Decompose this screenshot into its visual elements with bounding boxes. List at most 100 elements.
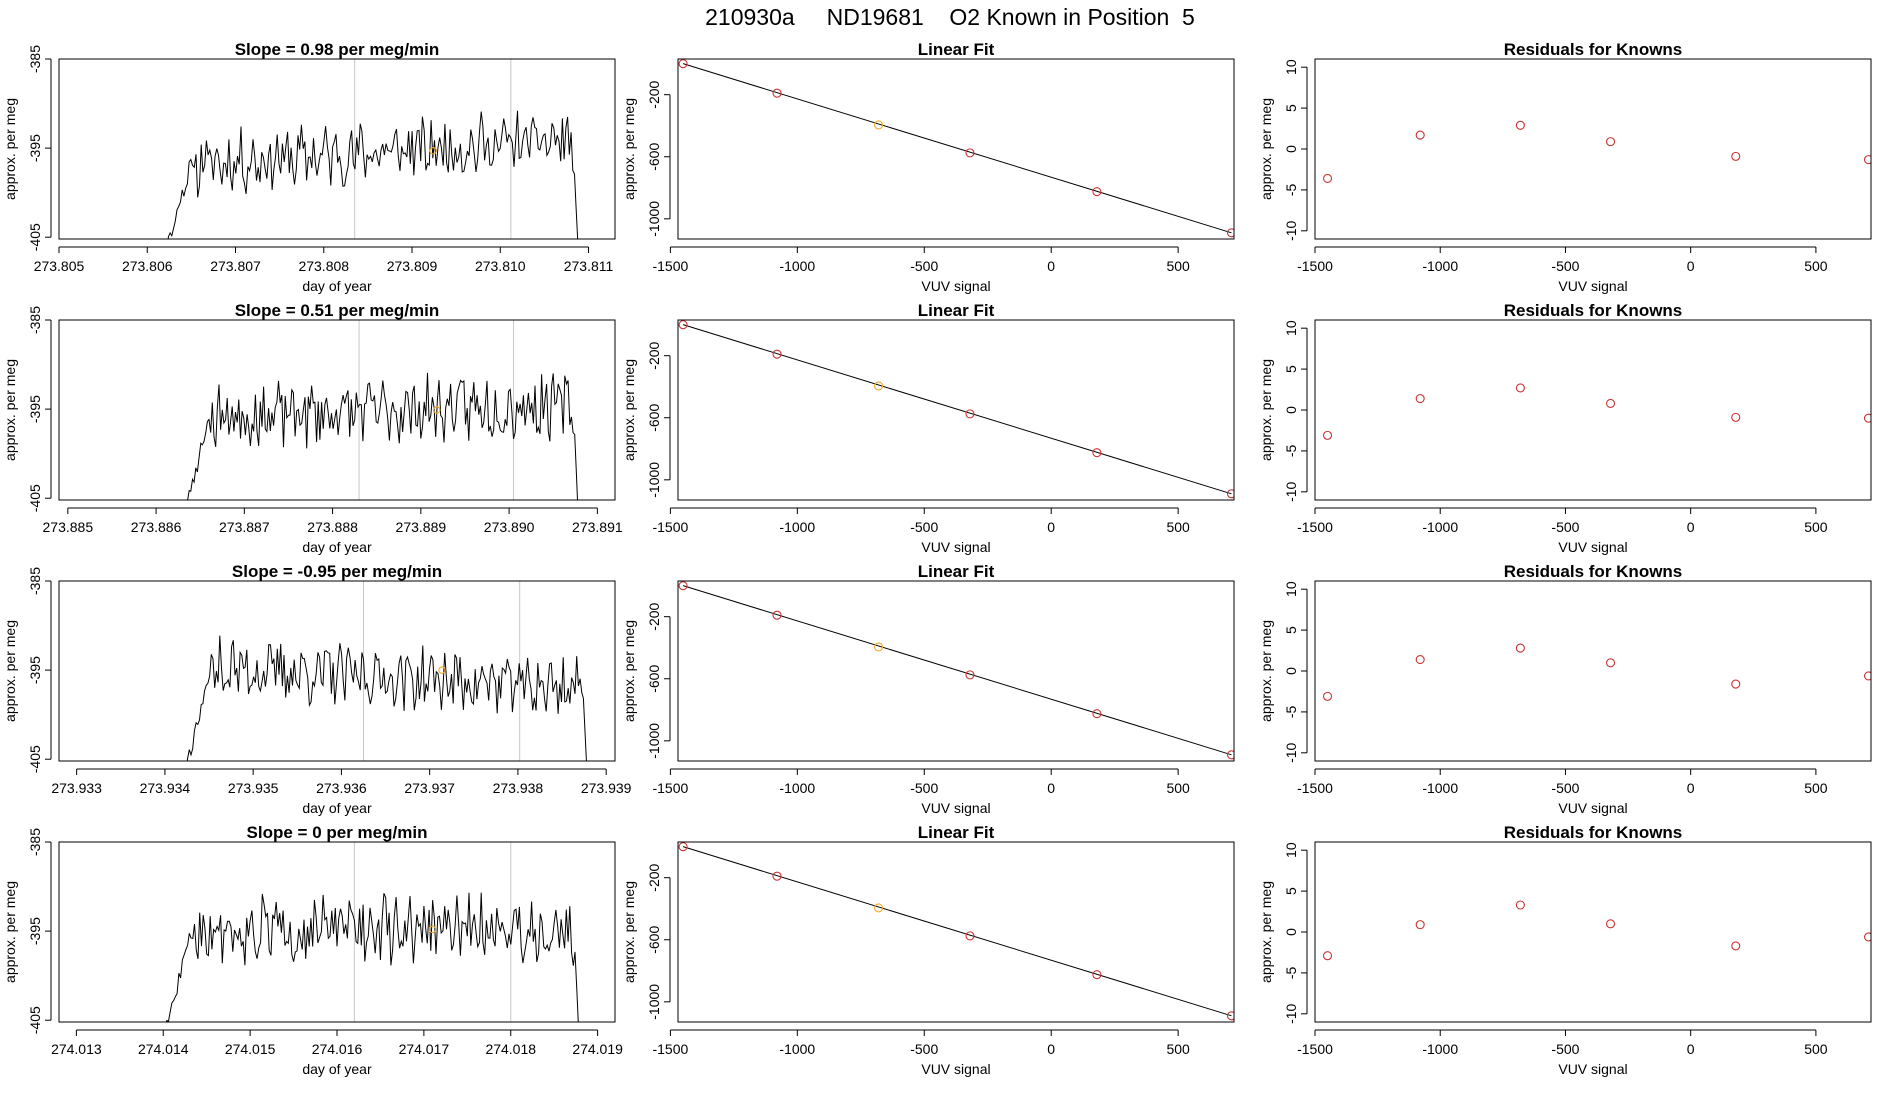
x-tick-label: 274.019 — [572, 1041, 623, 1057]
y-tick-label: -405 — [27, 223, 43, 251]
x-tick-label: 273.936 — [316, 780, 367, 796]
y-tick-label: -5 — [1283, 444, 1299, 457]
y-axis-label: approx. per meg — [621, 620, 637, 722]
y-tick-label: -600 — [646, 926, 662, 954]
x-axis-label: VUV signal — [1558, 278, 1627, 294]
y-tick-label: -200 — [646, 602, 662, 630]
residual-point — [1415, 393, 1425, 404]
panel-title: Slope = -0.95 per meg/min — [232, 562, 442, 581]
x-tick-label: 273.810 — [475, 258, 526, 274]
plot-frame — [58, 58, 616, 240]
y-tick-label: -1000 — [646, 984, 662, 1020]
residual-point — [1322, 173, 1333, 184]
x-tick-label: 273.885 — [43, 519, 94, 535]
plot-frame — [1314, 58, 1872, 240]
known-fit-point — [874, 903, 884, 913]
fit-point — [1226, 489, 1234, 499]
x-tick-label: -1000 — [1422, 780, 1458, 796]
residual-point — [1731, 941, 1741, 951]
x-tick-label: -500 — [910, 1041, 938, 1057]
y-axis-label: approx. per meg — [1258, 881, 1274, 983]
plot-frame — [58, 841, 616, 1023]
x-tick-label: 274.018 — [485, 1041, 536, 1057]
x-tick-label: 273.938 — [493, 780, 544, 796]
x-tick-label: 0 — [1047, 519, 1055, 535]
time-panel-row-3: Slope = -0.95 per meg/min approx. per meg… — [2, 562, 632, 816]
residual-point — [1731, 151, 1741, 161]
y-tick-label: -385 — [27, 828, 43, 856]
y-tick-label: -1000 — [646, 723, 662, 759]
fit-panel-row-4: Linear Fit approx. per meg VUV signal -1500… — [621, 823, 1235, 1077]
x-tick-label: 273.809 — [387, 258, 438, 274]
panel-title: Linear Fit — [918, 562, 995, 581]
fit-point — [1092, 970, 1102, 980]
plot-frame — [677, 319, 1235, 501]
fit-point — [1226, 750, 1234, 760]
residual-point — [1605, 137, 1616, 147]
x-tick-label: 273.937 — [404, 780, 455, 796]
y-tick-label: -5 — [1283, 705, 1299, 718]
plot-data — [678, 581, 1234, 760]
y-tick-label: -200 — [646, 863, 662, 891]
resid-panel-row-3: Residuals for Knowns approx. per meg VUV s… — [1258, 562, 1872, 816]
x-axis-label: day of year — [302, 539, 372, 555]
y-tick-label: -10 — [1283, 220, 1299, 240]
plot-data — [1322, 900, 1871, 961]
fit-point — [772, 349, 782, 359]
y-tick-label: 0 — [1283, 928, 1299, 936]
plot-frame — [58, 319, 616, 501]
residual-point — [1415, 920, 1425, 930]
known-point-marker — [429, 147, 437, 155]
y-tick-label: 10 — [1283, 320, 1299, 336]
panel-title: Linear Fit — [918, 823, 995, 842]
panel-title: Linear Fit — [918, 40, 995, 59]
x-tick-label: -1000 — [779, 258, 815, 274]
fit-point — [772, 871, 782, 881]
residual-point — [1605, 919, 1616, 929]
panel-title: Slope = 0.51 per meg/min — [235, 301, 440, 320]
known-point-marker — [438, 666, 446, 674]
y-tick-label: -395 — [27, 656, 43, 684]
residual-point — [1863, 155, 1871, 165]
y-tick-label: -200 — [646, 80, 662, 108]
x-tick-label: 274.017 — [399, 1041, 450, 1057]
y-tick-label: -200 — [646, 341, 662, 369]
panel-title: Residuals for Knowns — [1504, 823, 1683, 842]
residual-point — [1731, 679, 1741, 689]
plot-data — [165, 892, 579, 1022]
fit-point — [678, 320, 688, 330]
fit-point — [678, 59, 688, 69]
fit-point — [965, 409, 975, 419]
y-axis-label: approx. per meg — [2, 359, 18, 461]
x-tick-label: 0 — [1687, 1041, 1695, 1057]
x-tick-label: 0 — [1687, 258, 1695, 274]
residual-point — [1322, 951, 1333, 961]
y-tick-label: -405 — [27, 1006, 43, 1034]
x-tick-label: 500 — [1166, 780, 1190, 796]
plot-frame — [1314, 319, 1872, 501]
x-tick-label: -500 — [1551, 1041, 1579, 1057]
y-axis-label: approx. per meg — [2, 881, 18, 983]
x-tick-label: -1500 — [652, 1041, 688, 1057]
x-tick-label: -500 — [910, 519, 938, 535]
residual-point — [1863, 671, 1871, 681]
x-tick-label: 273.934 — [140, 780, 191, 796]
y-tick-label: 5 — [1283, 365, 1299, 373]
fit-point — [1092, 709, 1102, 719]
x-tick-label: 500 — [1804, 1041, 1828, 1057]
y-tick-label: 0 — [1283, 667, 1299, 675]
x-tick-label: -1000 — [779, 780, 815, 796]
x-tick-label: 273.807 — [210, 258, 261, 274]
y-axis-label: approx. per meg — [621, 98, 637, 200]
x-tick-label: -1500 — [652, 258, 688, 274]
x-tick-label: -500 — [1551, 519, 1579, 535]
plot-frame — [677, 58, 1235, 240]
x-axis-label: VUV signal — [1558, 539, 1627, 555]
residual-point — [1515, 643, 1525, 653]
y-tick-label: 10 — [1283, 842, 1299, 858]
fit-point — [678, 581, 688, 591]
y-tick-label: 0 — [1283, 406, 1299, 414]
fit-point — [1092, 448, 1102, 458]
